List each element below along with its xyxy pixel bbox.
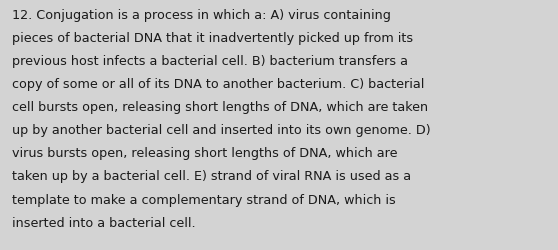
Text: template to make a complementary strand of DNA, which is: template to make a complementary strand … — [12, 193, 396, 206]
Text: cell bursts open, releasing short lengths of DNA, which are taken: cell bursts open, releasing short length… — [12, 101, 429, 114]
Text: taken up by a bacterial cell. E) strand of viral RNA is used as a: taken up by a bacterial cell. E) strand … — [12, 170, 411, 183]
Text: inserted into a bacterial cell.: inserted into a bacterial cell. — [12, 216, 196, 229]
Text: 12. Conjugation is a process in which a: A) virus containing: 12. Conjugation is a process in which a:… — [12, 9, 391, 22]
Text: pieces of bacterial DNA that it inadvertently picked up from its: pieces of bacterial DNA that it inadvert… — [12, 32, 413, 45]
Text: virus bursts open, releasing short lengths of DNA, which are: virus bursts open, releasing short lengt… — [12, 147, 398, 160]
Text: up by another bacterial cell and inserted into its own genome. D): up by another bacterial cell and inserte… — [12, 124, 431, 137]
Text: previous host infects a bacterial cell. B) bacterium transfers a: previous host infects a bacterial cell. … — [12, 55, 408, 68]
Text: copy of some or all of its DNA to another bacterium. C) bacterial: copy of some or all of its DNA to anothe… — [12, 78, 425, 91]
